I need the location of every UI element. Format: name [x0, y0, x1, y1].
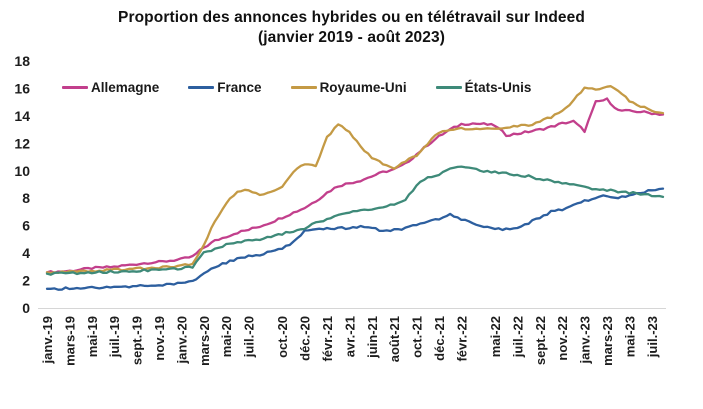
x-axis-tick-label: juil.-22 — [510, 316, 525, 358]
y-axis-tick-label: 18 — [14, 53, 30, 69]
x-axis-tick-label: janv.-23 — [578, 316, 593, 364]
legend-label: États-Unis — [464, 80, 532, 95]
legend-item-allemagne: Allemagne — [62, 80, 159, 95]
y-axis-tick-label: 0 — [22, 300, 30, 316]
x-axis-tick-label: mai-20 — [219, 316, 234, 357]
legend-dash-icon — [188, 86, 215, 89]
legend-item-royaume-uni: Royaume-Uni — [290, 80, 407, 95]
x-axis-tick-label: mai-22 — [488, 316, 503, 357]
legend-label: France — [217, 80, 262, 95]
y-axis-tick-label: 16 — [14, 80, 30, 96]
y-axis-tick-label: 10 — [14, 163, 30, 179]
x-axis-tick-label: déc.-20 — [298, 316, 313, 361]
x-axis-tick-label: août-21 — [387, 316, 402, 362]
x-axis-tick-label: mai-23 — [622, 316, 637, 357]
series-line--tats-unis — [45, 165, 665, 276]
x-axis-tick-label: janv.-19 — [40, 316, 55, 364]
x-axis-tick-label: sept.-22 — [533, 316, 548, 365]
x-axis-tick-label: sept.-19 — [130, 316, 145, 365]
series-line-royaume-uni — [45, 85, 665, 275]
x-axis-tick-label: mars-23 — [600, 316, 615, 366]
y-axis-tick-label: 2 — [22, 273, 30, 289]
x-axis-tick-label: févr.-21 — [320, 316, 335, 362]
y-axis-tick-label: 6 — [22, 218, 30, 234]
x-axis-tick-label: oct.-21 — [410, 316, 425, 358]
y-axis-tick-label: 12 — [14, 135, 30, 151]
chart-title-line2: (janvier 2019 - août 2023) — [258, 29, 445, 46]
x-axis-tick-label: mars-19 — [62, 316, 77, 366]
x-axis-tick-label: juil.-20 — [242, 316, 257, 358]
x-axis-tick-label: nov.-19 — [152, 316, 167, 361]
y-axis-tick-label: 4 — [22, 245, 30, 261]
chart-title: Proportion des annonces hybrides ou en t… — [0, 8, 703, 48]
legend-dash-icon — [435, 86, 462, 89]
y-axis-tick-label: 8 — [22, 190, 30, 206]
series-line-france — [45, 187, 665, 291]
x-axis-tick-label: juil.-23 — [645, 316, 660, 358]
x-axis-tick-label: juin-21 — [365, 316, 380, 359]
x-axis-tick-label: mars-20 — [197, 316, 212, 366]
series-line-allemagne — [45, 97, 665, 274]
legend-item-france: France — [188, 80, 262, 95]
legend: Allemagne France Royaume-Uni États-Unis — [62, 80, 531, 95]
x-axis-tick-label: avr.-21 — [342, 316, 357, 357]
legend-dash-icon — [290, 86, 317, 89]
x-axis-tick-label: févr.-22 — [454, 316, 469, 362]
legend-label: Allemagne — [91, 80, 160, 95]
chart-title-line1: Proportion des annonces hybrides ou en t… — [118, 9, 585, 26]
x-axis-tick-label: janv.-20 — [174, 316, 189, 364]
legend-dash-icon — [62, 86, 88, 89]
y-axis-tick-label: 14 — [14, 108, 30, 124]
x-axis-tick-label: oct.-20 — [275, 316, 290, 358]
x-axis-tick-label: mai-19 — [85, 316, 100, 357]
x-axis-tick-label: nov.-22 — [555, 316, 570, 361]
legend-label: Royaume-Uni — [319, 80, 407, 95]
x-axis-tick-label: déc.-21 — [432, 316, 447, 361]
legend-item--tats-unis: États-Unis — [435, 80, 532, 95]
x-axis-tick-label: juil.-19 — [107, 316, 122, 358]
